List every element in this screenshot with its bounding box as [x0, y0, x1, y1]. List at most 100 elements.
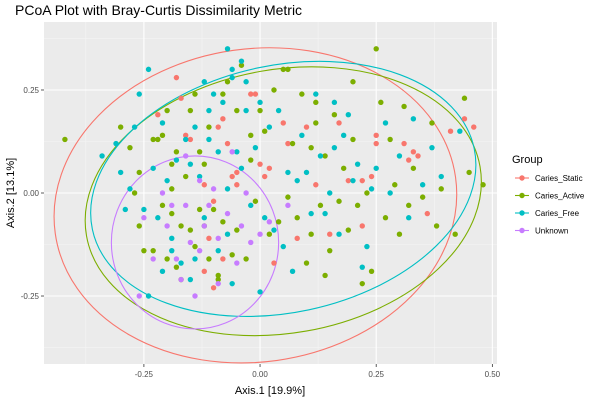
point-caries-free — [252, 144, 259, 151]
point-unknown — [229, 149, 235, 155]
point-caries-free — [373, 165, 379, 171]
point-caries-active — [299, 91, 305, 97]
point-unknown — [285, 202, 291, 209]
ellipse-unknown — [110, 155, 280, 330]
point-caries-free — [410, 116, 417, 122]
point-caries-active — [196, 206, 203, 213]
point-caries-static — [424, 210, 431, 217]
point-caries-static — [294, 235, 300, 242]
point-caries-static — [220, 256, 226, 262]
x-axis-title: Axis.1 [19.9%] — [235, 385, 305, 397]
point-caries-static — [224, 140, 231, 147]
point-caries-static — [266, 165, 273, 171]
point-unknown — [215, 280, 221, 287]
y-tick-label: 0.00 — [23, 189, 39, 198]
point-caries-active — [410, 165, 417, 171]
point-caries-active — [159, 132, 166, 139]
point-caries-static — [155, 112, 161, 118]
point-caries-free — [224, 231, 231, 237]
legend: Group Caries_Static Caries_Active Caries_F… — [512, 154, 585, 236]
point-unknown — [224, 210, 231, 217]
ellipse-caries-active — [84, 66, 482, 337]
point-caries-free — [150, 165, 156, 171]
point-caries-active — [164, 256, 170, 262]
point-caries-free — [368, 186, 375, 192]
point-caries-active — [382, 215, 389, 221]
point-caries-active — [173, 264, 180, 270]
point-caries-active — [364, 190, 370, 196]
legend-label: Caries_Static — [535, 174, 583, 183]
data-points — [62, 46, 486, 299]
point-caries-active — [378, 99, 384, 106]
point-unknown — [196, 177, 203, 184]
point-caries-free — [243, 79, 249, 85]
point-caries-free — [173, 157, 180, 163]
point-caries-active — [220, 91, 226, 97]
point-caries-free — [220, 99, 226, 106]
point-caries-free — [164, 177, 170, 184]
legend-label: Caries_Free — [535, 209, 580, 218]
point-unknown — [183, 202, 189, 209]
x-tick-label: -0.25 — [135, 370, 154, 379]
point-unknown — [192, 293, 198, 299]
point-caries-active — [313, 120, 319, 126]
point-caries-free — [229, 74, 235, 81]
point-caries-active — [206, 256, 212, 262]
y-tick-label: -0.25 — [21, 292, 40, 301]
grid-lines — [44, 22, 497, 364]
point-caries-active — [127, 144, 133, 151]
point-caries-free — [224, 46, 231, 52]
point-caries-static — [215, 124, 221, 130]
point-caries-active — [238, 62, 245, 68]
point-caries-free — [122, 206, 129, 213]
point-caries-free — [261, 215, 268, 221]
point-caries-active — [336, 198, 342, 204]
point-caries-free — [159, 120, 166, 126]
point-caries-free — [248, 202, 254, 209]
point-caries-free — [196, 173, 203, 180]
legend-label: Unknown — [535, 227, 568, 236]
point-caries-active — [429, 120, 435, 126]
point-caries-active — [275, 219, 282, 225]
point-caries-active — [178, 223, 184, 229]
point-caries-static — [187, 136, 194, 143]
point-caries-free — [229, 66, 235, 73]
point-caries-active — [243, 256, 249, 262]
point-caries-free — [294, 177, 300, 184]
point-caries-active — [155, 136, 161, 143]
point-caries-static — [471, 124, 477, 130]
point-caries-active — [234, 227, 240, 233]
point-caries-free — [206, 107, 212, 114]
point-caries-free — [131, 124, 138, 130]
point-caries-free — [215, 247, 221, 254]
point-caries-free — [280, 243, 286, 250]
point-unknown — [164, 223, 170, 229]
point-caries-free — [396, 153, 403, 159]
point-caries-static — [401, 140, 407, 147]
point-caries-active — [234, 107, 240, 114]
point-caries-active — [169, 161, 175, 167]
point-caries-static — [252, 91, 259, 97]
point-caries-active — [196, 149, 203, 155]
point-caries-active — [308, 231, 314, 237]
point-caries-free — [317, 153, 324, 159]
point-unknown — [206, 202, 212, 209]
point-caries-active — [466, 169, 472, 176]
point-caries-static — [206, 235, 212, 242]
point-caries-active — [433, 223, 440, 229]
point-caries-free — [257, 99, 263, 106]
point-caries-active — [308, 144, 314, 151]
point-caries-free — [257, 289, 263, 295]
point-caries-free — [141, 206, 147, 213]
point-caries-active — [192, 91, 198, 97]
point-unknown — [183, 153, 189, 159]
point-caries-free — [169, 247, 175, 254]
point-unknown — [173, 256, 180, 262]
point-caries-static — [406, 157, 412, 163]
point-caries-free — [285, 169, 291, 176]
point-caries-free — [178, 260, 184, 266]
point-caries-free — [303, 169, 310, 176]
point-caries-free — [271, 227, 277, 233]
point-caries-active — [368, 268, 375, 274]
point-caries-free — [206, 136, 212, 143]
